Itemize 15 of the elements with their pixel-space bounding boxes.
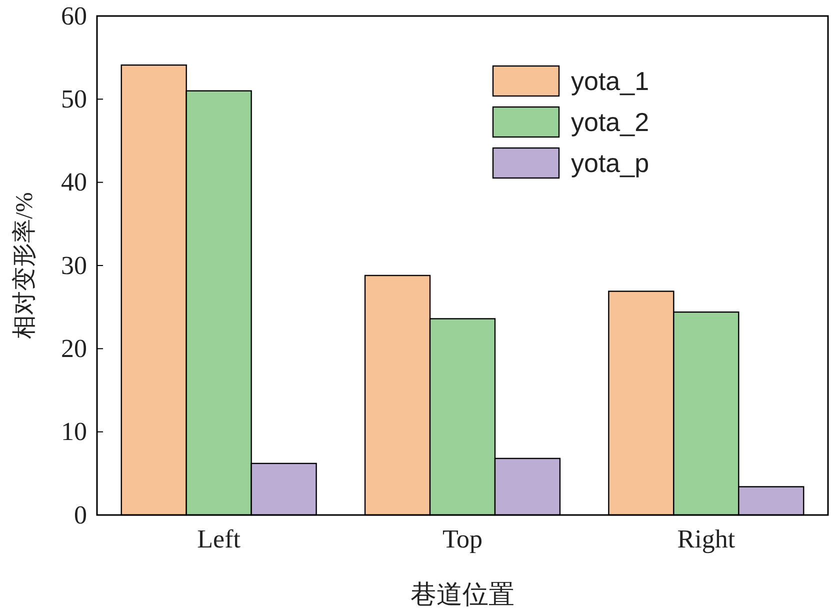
y-tick-label: 20 xyxy=(61,334,87,363)
x-axis-title: 巷道位置 xyxy=(410,580,514,609)
y-tick-label: 60 xyxy=(61,1,87,30)
y-axis-title: 相对变形率/% xyxy=(11,192,38,339)
x-tick-label: Right xyxy=(677,524,736,554)
y-tick-label: 10 xyxy=(61,417,87,446)
x-tick-label: Top xyxy=(442,524,483,554)
x-tick-label: Left xyxy=(197,524,242,554)
y-tick-label: 30 xyxy=(61,250,87,280)
legend-label: yota_2 xyxy=(571,107,650,137)
y-tick-label: 0 xyxy=(74,500,87,530)
y-tick-label: 50 xyxy=(61,84,87,114)
legend-label: yota_p xyxy=(571,148,650,178)
legend-label: yota_1 xyxy=(571,66,650,96)
y-tick-label: 40 xyxy=(61,168,87,197)
